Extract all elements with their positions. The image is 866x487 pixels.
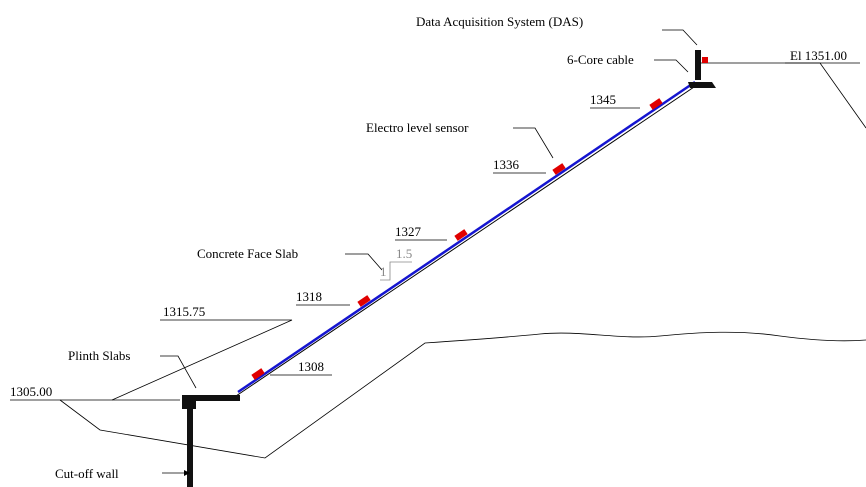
label: Data Acquisition System (DAS) bbox=[416, 14, 583, 29]
leader bbox=[662, 29, 698, 46]
leader bbox=[654, 59, 689, 73]
elevation: 1345 bbox=[590, 92, 616, 107]
das-base bbox=[688, 82, 716, 88]
label: 1315.75 bbox=[163, 304, 205, 319]
label: Electro level sensor bbox=[366, 120, 469, 135]
upstream-fill-line bbox=[111, 319, 293, 401]
plinth bbox=[182, 395, 240, 401]
underlines bbox=[270, 62, 860, 376]
sensors bbox=[251, 98, 663, 380]
elevation: 1308 bbox=[298, 359, 324, 374]
leader bbox=[345, 253, 383, 271]
label: El 1351.00 bbox=[790, 48, 847, 63]
ground-line bbox=[59, 331, 866, 459]
slope-label: 1 bbox=[380, 264, 387, 279]
elevation: 1327 bbox=[395, 224, 422, 239]
das-box bbox=[702, 57, 708, 63]
label: Plinth Slabs bbox=[68, 348, 131, 363]
cutoff-wall bbox=[187, 409, 193, 487]
sensor bbox=[649, 98, 663, 110]
sensor bbox=[251, 368, 265, 380]
cable bbox=[237, 80, 696, 394]
sensor bbox=[357, 295, 371, 307]
label: 6-Core cable bbox=[567, 52, 634, 67]
sensor bbox=[552, 163, 566, 175]
elevation: 1336 bbox=[493, 157, 520, 172]
slope-label: 1.5 bbox=[396, 246, 412, 261]
plinth bbox=[182, 401, 196, 409]
label: Concrete Face Slab bbox=[197, 246, 298, 261]
leader bbox=[513, 127, 554, 159]
elevation: 1318 bbox=[296, 289, 322, 304]
das-post bbox=[695, 50, 701, 80]
sensor bbox=[454, 229, 468, 241]
label: Cut-off wall bbox=[55, 466, 119, 481]
crest-line bbox=[700, 62, 866, 129]
leader bbox=[160, 355, 197, 389]
slab-edge bbox=[235, 84, 698, 397]
slope-indicator bbox=[380, 261, 412, 281]
arrow bbox=[184, 470, 190, 476]
label: 1305.00 bbox=[10, 384, 52, 399]
